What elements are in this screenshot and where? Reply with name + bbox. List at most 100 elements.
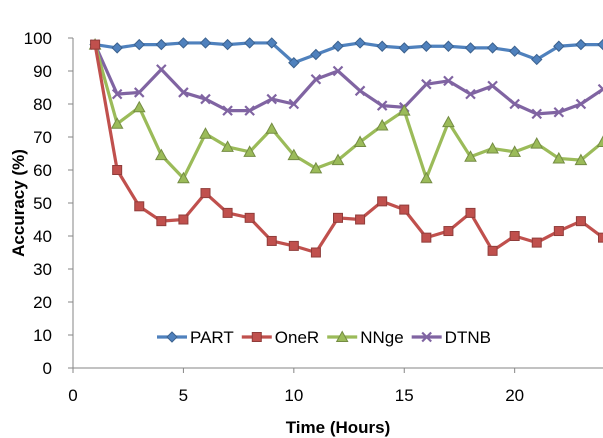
- data-point-part: [354, 37, 366, 49]
- data-point-part: [243, 37, 256, 49]
- data-point-nnge: [154, 148, 168, 161]
- series-line-nnge: [93, 44, 603, 180]
- data-point-part: [376, 40, 388, 52]
- data-point-oner: [399, 204, 410, 215]
- series-layer: [88, 37, 603, 258]
- data-point-dtnb: [288, 98, 300, 110]
- data-point-dtnb: [487, 80, 498, 92]
- data-point-part: [221, 38, 234, 51]
- x-tick-label: 20: [505, 386, 524, 405]
- data-point-oner: [377, 196, 388, 207]
- data-point-nnge: [110, 117, 124, 129]
- data-point-oner: [200, 188, 211, 199]
- data-point-nnge: [442, 115, 455, 128]
- y-axis-ticks: 0 10 20 30 40 50 60 70 80 90 100: [24, 29, 73, 378]
- data-point-oner: [443, 226, 454, 237]
- data-point-nnge: [574, 153, 588, 166]
- data-point-dtnb: [376, 100, 388, 111]
- data-point-dtnb: [178, 87, 189, 98]
- legend-marker-oner: [251, 332, 262, 342]
- data-point-part: [310, 48, 322, 61]
- data-point-dtnb: [111, 88, 123, 100]
- y-tick-label: 100: [24, 29, 52, 48]
- data-point-oner: [134, 201, 145, 212]
- data-point-part: [155, 38, 168, 51]
- data-point-part: [508, 45, 521, 57]
- data-point-nnge: [375, 118, 389, 131]
- y-tick-label: 50: [33, 194, 52, 213]
- data-point-dtnb: [133, 87, 145, 98]
- data-point-dtnb: [310, 73, 322, 85]
- data-point-nnge: [309, 161, 323, 174]
- data-point-nnge: [464, 150, 477, 162]
- data-point-dtnb: [553, 106, 565, 118]
- data-point-dtnb: [531, 108, 543, 120]
- x-tick-label: 10: [284, 386, 303, 405]
- data-point-dtnb: [509, 98, 520, 110]
- y-tick-label: 20: [33, 293, 52, 312]
- legend-item-dtnb: DTNB: [411, 328, 491, 347]
- data-point-oner: [112, 165, 123, 175]
- data-point-dtnb: [354, 85, 366, 97]
- y-tick-label: 90: [33, 62, 52, 81]
- data-point-part: [177, 37, 190, 49]
- data-point-oner: [266, 235, 277, 246]
- data-point-part: [111, 42, 123, 54]
- data-point-part: [199, 37, 212, 49]
- data-point-dtnb: [575, 98, 587, 110]
- data-point-oner: [156, 216, 167, 227]
- data-point-dtnb: [266, 93, 278, 105]
- data-point-part: [332, 40, 344, 52]
- data-point-oner: [509, 231, 520, 241]
- y-tick-label: 70: [33, 128, 52, 147]
- series-part: [89, 37, 603, 69]
- data-point-oner: [90, 39, 101, 50]
- x-tick-label: 5: [179, 386, 188, 405]
- data-point-part: [575, 38, 587, 51]
- legend-marker-dtnb: [421, 331, 432, 343]
- x-tick-label: 0: [68, 386, 77, 405]
- legend-item-oner: OneR: [241, 328, 319, 347]
- legend-label-dtnb: DTNB: [445, 328, 491, 347]
- data-point-oner: [553, 226, 564, 237]
- data-point-nnge: [486, 142, 499, 154]
- data-point-oner: [421, 232, 432, 243]
- y-tick-label: 0: [43, 359, 52, 378]
- data-point-nnge: [530, 137, 544, 149]
- data-point-part: [442, 40, 455, 52]
- data-point-oner: [244, 212, 255, 223]
- data-point-nnge: [353, 135, 367, 147]
- data-point-oner: [355, 214, 366, 225]
- data-point-oner: [222, 207, 233, 218]
- data-point-part: [531, 53, 543, 66]
- data-point-oner: [333, 212, 343, 223]
- data-point-dtnb: [200, 93, 211, 105]
- data-point-dtnb: [443, 75, 454, 87]
- legend-item-part: PART: [157, 328, 234, 347]
- data-point-nnge: [243, 145, 257, 157]
- legend-label-nnge: NNge: [360, 328, 403, 347]
- y-tick-label: 40: [33, 227, 52, 246]
- legend-marker-part: [166, 331, 178, 343]
- data-point-nnge: [287, 148, 301, 161]
- legend-item-nnge: NNge: [327, 328, 404, 347]
- data-point-nnge: [552, 151, 566, 164]
- data-point-part: [398, 42, 410, 54]
- series-line-part: [94, 41, 603, 65]
- data-point-nnge: [199, 127, 212, 139]
- data-point-part: [288, 57, 300, 69]
- data-point-part: [133, 38, 145, 51]
- legend-label-part: PART: [190, 328, 234, 347]
- data-point-nnge: [397, 104, 411, 116]
- series-nnge: [88, 38, 603, 184]
- x-tick-label: 15: [395, 386, 414, 405]
- series-oner: [90, 39, 603, 258]
- data-point-part: [597, 38, 603, 51]
- legend: PART OneR NNge DTNB: [157, 328, 491, 347]
- data-point-nnge: [221, 140, 234, 152]
- legend-marker-nnge: [335, 330, 349, 342]
- data-point-oner: [531, 237, 542, 248]
- data-point-nnge: [265, 122, 279, 134]
- data-point-oner: [178, 214, 189, 225]
